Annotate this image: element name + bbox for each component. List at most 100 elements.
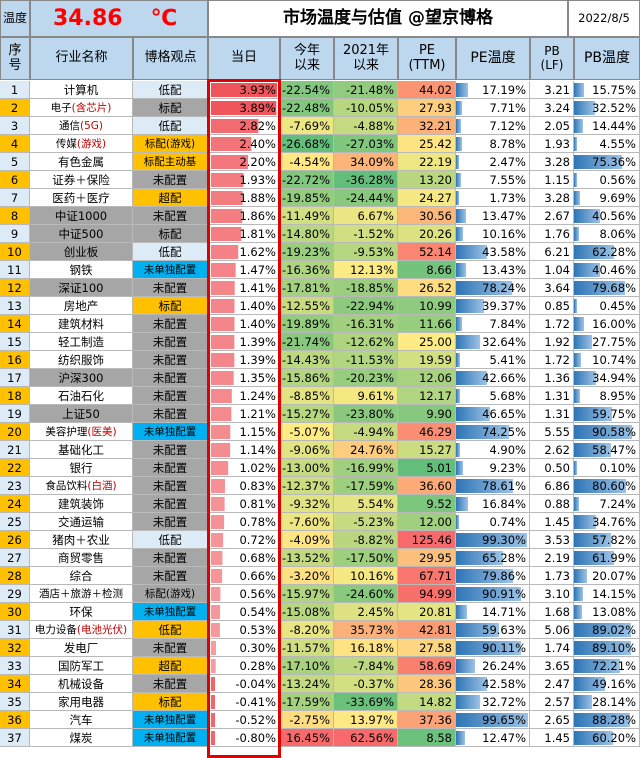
since-2021-change: -5.23% (334, 513, 398, 531)
day-change: 1.15% (208, 423, 280, 441)
day-change-bar (211, 731, 215, 745)
day-change: 1.88% (208, 189, 280, 207)
since-2021-text: 13.97% (350, 712, 394, 727)
pe-ttm-text: 94.99 (419, 586, 452, 601)
pe-temperature: 7.84% (456, 315, 530, 333)
pe-ttm-text: 20.26 (419, 226, 452, 241)
pe-ttm: 28.36 (398, 675, 456, 693)
pb-temperature: 16.00% (574, 315, 640, 333)
day-change: 1.81% (208, 225, 280, 243)
table-row: 34 机械设备 未配置 -0.04% -13.24% -0.37% 28.36 42.58% 2… (0, 675, 640, 693)
pe-temperature-text: 42.58% (482, 676, 526, 691)
pb-lf-text: 3.24 (544, 100, 570, 115)
since-2021-text: -8.82% (353, 532, 394, 547)
row-index-text: 21 (7, 442, 22, 457)
pe-ttm-text: 25.00 (419, 334, 452, 349)
pb-temperature-text: 15.75% (592, 82, 636, 97)
pe-temperature: 4.90% (456, 441, 530, 459)
table-row: 4 传媒 (游戏) 标配(游戏) 2.40% -26.68% -27.03% 25.42 8.7… (0, 135, 640, 153)
pb-lf-text: 2.19 (544, 550, 570, 565)
view-text: 未配置 (152, 208, 188, 223)
pe-temperature: 5.68% (456, 387, 530, 405)
pb-lf: 2.57 (530, 693, 574, 711)
day-change: 0.30% (208, 639, 280, 657)
pb-temperature-bar (574, 443, 612, 457)
view-text: 标配 (158, 226, 182, 241)
since-2021-change: -4.88% (334, 117, 398, 135)
industry-name-text: 机械设备 (58, 676, 104, 691)
pe-temperature-bar (456, 155, 459, 169)
sheet-title: 市场温度与估值 @望京博格 (208, 0, 568, 37)
pe-ttm-text: 14.82 (419, 694, 452, 709)
pe-temperature-text: 10.16% (482, 226, 526, 241)
since-2021-change: 10.16% (334, 567, 398, 585)
pb-lf-text: 3.21 (544, 82, 570, 97)
pb-temperature-text: 34.76% (592, 514, 636, 529)
pe-temperature-text: 14.71% (482, 604, 526, 619)
pb-temperature-text: 40.46% (592, 262, 636, 277)
day-change-bar-rect (211, 371, 234, 385)
row-index: 20 (0, 423, 30, 441)
ytd-change-text: -15.97% (282, 586, 330, 601)
row-index-text: 30 (7, 604, 22, 619)
row-index-text: 15 (7, 334, 22, 349)
pb-lf-text: 1.31 (544, 388, 570, 403)
industry-name: 食品饮料 (白酒) (30, 477, 133, 495)
since-2021-text: 16.18% (350, 640, 394, 655)
day-change-text: 3.93% (239, 82, 276, 97)
ytd-change: -22.72% (280, 171, 334, 189)
pb-temperature-text: 4.55% (599, 136, 636, 151)
row-index: 34 (0, 675, 30, 693)
col-ytd-header: 今年以来 (280, 37, 334, 80)
table-row: 14 建筑材料 未配置 1.40% -19.89% -16.31% 11.66 7.84% 1.… (0, 315, 640, 333)
pb-temperature: 32.52% (574, 99, 640, 117)
industry-name: 交通运输 (30, 513, 133, 531)
pe-ttm: 25.42 (398, 135, 456, 153)
row-index-text: 10 (7, 244, 22, 259)
pe-temperature-text: 5.41% (489, 352, 526, 367)
pe-temperature-bar (456, 119, 462, 133)
view-badge: 低配 (133, 117, 208, 135)
day-change-text: -0.41% (235, 694, 276, 709)
pe-ttm-text: 26.52 (419, 280, 452, 295)
since-2021-text: -18.85% (346, 280, 394, 295)
since-2021-text: -10.05% (346, 100, 394, 115)
pb-lf-text: 1.68 (544, 604, 570, 619)
pb-lf: 0.88 (530, 495, 574, 513)
row-index-text: 19 (7, 406, 22, 421)
day-change-bar-rect (211, 659, 216, 673)
since-2021-change: 34.09% (334, 153, 398, 171)
day-change-text: -0.52% (235, 712, 276, 727)
pe-ttm: 12.00 (398, 513, 456, 531)
pb-lf-text: 3.53 (544, 532, 570, 547)
view-text: 低配 (158, 532, 182, 547)
row-index-text: 4 (10, 136, 19, 151)
day-change-bar-rect (211, 101, 277, 115)
table-row: 31 电力设备 (电池光伏) 低配 0.53% -8.20% 35.73% 42.81 59.6… (0, 621, 640, 639)
industry-name-text: 家用电器 (58, 694, 104, 709)
pe-ttm: 29.95 (398, 549, 456, 567)
pb-lf: 1.45 (530, 729, 574, 747)
pb-temperature-text: 89.02% (592, 622, 636, 637)
pb-temperature-bar (574, 569, 587, 583)
table-row: 17 沪深300 未配置 1.35% -15.86% -20.23% 12.06 42.66%… (0, 369, 640, 387)
pb-lf: 5.06 (530, 621, 574, 639)
ytd-change-text: -14.43% (282, 352, 330, 367)
pe-ttm: 5.01 (398, 459, 456, 477)
industry-subtheme-text: (医美) (87, 426, 117, 438)
row-index-text: 23 (7, 478, 22, 493)
pe-temperature-text: 59.63% (482, 622, 526, 637)
table-row: 20 美容护理 (医美) 未单独配置 1.15% -5.07% -4.94% 46.29 74.… (0, 423, 640, 441)
day-change-bar-rect (211, 713, 215, 727)
day-change: 1.40% (208, 315, 280, 333)
pe-temperature-bar (456, 515, 459, 529)
view-text: 未配置 (152, 496, 188, 511)
industry-name: 电子 (含芯片) (30, 99, 133, 117)
day-change-bar (211, 155, 248, 169)
day-change-bar-rect (211, 533, 224, 547)
since-2021-text: 6.67% (357, 208, 394, 223)
pb-lf-text: 1.72 (544, 352, 570, 367)
ytd-change: 16.45% (280, 729, 334, 747)
view-badge: 未配置 (133, 513, 208, 531)
since-2021-change: -16.99% (334, 459, 398, 477)
